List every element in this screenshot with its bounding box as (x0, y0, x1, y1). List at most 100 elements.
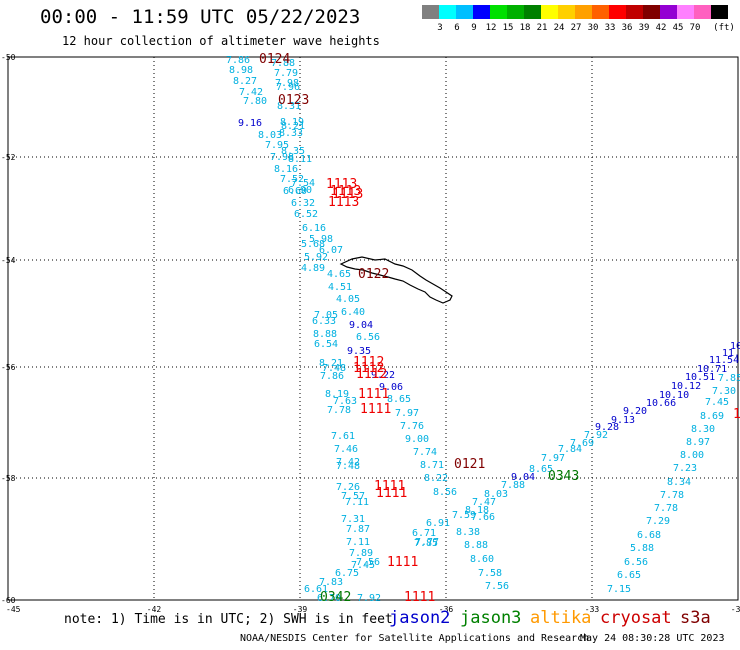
legend-label: 6 (454, 23, 460, 33)
swh-label: 7.26 (336, 482, 360, 493)
swh-label: 8.35 (281, 146, 305, 157)
swh-label: 8.56 (433, 487, 457, 498)
swh-label: 6.16 (302, 223, 326, 234)
swh-label: 7.11 (346, 537, 370, 548)
swh-label: 7.88 (501, 480, 525, 491)
cryosat-label: 1111 (374, 479, 405, 494)
swh-label: 7.74 (413, 447, 437, 458)
swh-label: 6.65 (617, 570, 641, 581)
map-title: 00:00 - 11:59 UTC 05/22/2023 (40, 6, 361, 28)
swh-label: 6.56 (624, 557, 648, 568)
swh-label: 6.61 (304, 584, 328, 595)
swh-label: 5.68 (301, 239, 325, 250)
swh-label: 9.20 (623, 406, 647, 417)
swh-label: 7.48 (322, 363, 346, 374)
swh-label: 8.18 (465, 505, 489, 516)
legend-jason2: jason2 (389, 608, 451, 628)
swh-label: 7.63 (333, 396, 357, 407)
swh-label: 7.97 (395, 408, 419, 419)
cryosat-label: 1112 (356, 367, 387, 382)
cryosat-label: 1111 (358, 387, 389, 402)
legend-swatch (541, 5, 558, 19)
legend-label: 9 (471, 23, 477, 33)
legend-swatch (609, 5, 626, 19)
latitude-label: -56 (1, 363, 16, 372)
cryosat-label: 1111 (404, 590, 435, 605)
swh-label: 8.60 (470, 554, 494, 565)
legend-swatch (660, 5, 677, 19)
swh-label: 7.96 (276, 82, 300, 93)
swh-label: 7.61 (331, 431, 355, 442)
swh-label: 7.87 (346, 524, 370, 535)
swh-label: 8.00 (680, 450, 704, 461)
legend-unit: (ft) (713, 23, 735, 33)
swh-label: 10.51 (685, 372, 715, 383)
legend-cryosat: cryosat (600, 608, 672, 628)
swh-label: 11.14 (722, 348, 740, 359)
swh-label: 7.78 (327, 405, 351, 416)
cryosat-label: 1113 (332, 187, 363, 202)
swh-label: 8.88 (464, 540, 488, 551)
jason3-label: 0343 (548, 469, 579, 484)
s3a-label: 0124 (259, 52, 290, 67)
swh-label: 7.54 (291, 178, 315, 189)
swh-label: 7.52 (280, 174, 304, 185)
legend-label: 42 (655, 23, 667, 33)
swh-label: 8.03 (484, 489, 508, 500)
swh-label: 6.32 (291, 198, 315, 209)
swh-label: 10.12 (671, 381, 701, 392)
footer-note: note: 1) Time is in UTC; 2) SWH is in fe… (64, 612, 393, 627)
legend-swatch (626, 5, 643, 19)
swh-label: 8.19 (325, 389, 349, 400)
swh-label: 7.45 (351, 560, 375, 571)
swh-label: 6.33 (312, 316, 336, 327)
legend-label: 70 (689, 23, 701, 33)
legend-altika: altika (530, 608, 592, 628)
longitude-label: -30 (731, 605, 740, 614)
legend-swatch (473, 5, 490, 19)
swh-label: 7.84 (558, 444, 582, 455)
swh-label: 8.11 (288, 154, 312, 165)
swh-label: 7.46 (334, 444, 358, 455)
legend-swatch (524, 5, 541, 19)
legend-swatch (456, 5, 473, 19)
longitude-label: -36 (439, 605, 454, 614)
swh-label: 6.07 (319, 245, 343, 256)
swh-label: 7.47 (472, 497, 496, 508)
legend-swatch (439, 5, 456, 19)
swh-label: 6.60 (283, 186, 307, 197)
swh-label: 7.23 (673, 463, 697, 474)
swh-label: 8.03 (258, 130, 282, 141)
swh-label: 7.58 (478, 568, 502, 579)
legend-swatch (558, 5, 575, 19)
map-frame (7, 56, 739, 601)
cryosat-label: 1111 (376, 486, 407, 501)
swh-label: 7.85 (718, 373, 740, 384)
swh-label: 10.66 (646, 398, 676, 409)
legend-label: 33 (604, 23, 616, 33)
swh-label: 7.42 (336, 457, 360, 468)
swh-label: 6.40 (341, 307, 365, 318)
swh-label: 6.71 (412, 528, 436, 539)
swh-label: 6.56 (356, 332, 380, 343)
swh-label: 7.05 (314, 310, 338, 321)
legend-jason3: jason3 (460, 608, 522, 628)
swh-label: 8.98 (229, 65, 253, 76)
swh-label: 4.65 (327, 269, 351, 280)
swh-label: 7.57 (341, 491, 365, 502)
legend-label: 3 (437, 23, 443, 33)
swh-label: 9.13 (611, 415, 635, 426)
swh-label: 4.89 (301, 263, 325, 274)
s3a-label: 0123 (278, 93, 309, 108)
legend-swatch (694, 5, 711, 19)
swh-label: 7.78 (654, 503, 678, 514)
swh-label: 7.56 (356, 557, 380, 568)
map-subtitle: 12 hour collection of altimeter wave hei… (62, 34, 380, 48)
swh-label: 9.00 (405, 434, 429, 445)
legend-swatch (422, 5, 439, 19)
swh-label: 7.15 (607, 584, 631, 595)
cryosat-label: 1112 (353, 355, 384, 370)
longitude-label: -33 (585, 605, 600, 614)
swh-label: 9.35 (347, 346, 371, 357)
